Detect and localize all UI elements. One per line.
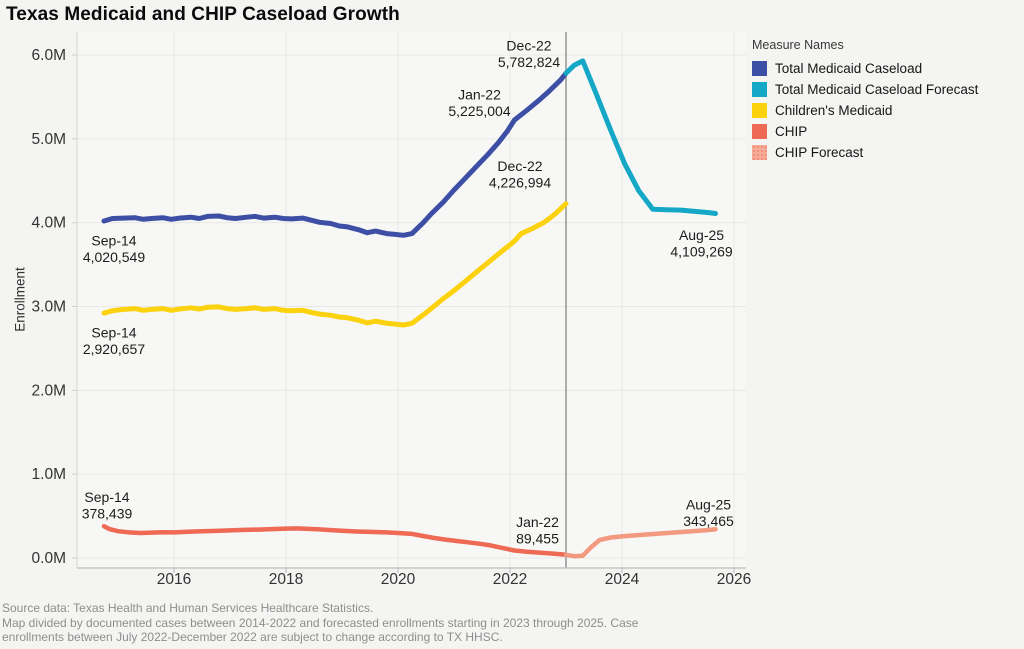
- series-line-children-s-medicaid[interactable]: [101, 201, 569, 328]
- series-line-chip[interactable]: [101, 524, 569, 558]
- legend-swatch-icon: [752, 145, 767, 160]
- legend-item-label: CHIP: [775, 124, 808, 139]
- legend-swatch-icon: [752, 103, 767, 118]
- annotation-value: 4,109,269: [670, 244, 732, 260]
- legend: Measure Names Total Medicaid Caseload Tot…: [752, 38, 978, 163]
- x-tick-label: 2016: [157, 571, 191, 588]
- annotation-value: 89,455: [516, 531, 559, 547]
- annotation-date: Dec-22: [506, 38, 551, 54]
- legend-item-total-medicaid-caseload[interactable]: Total Medicaid Caseload: [752, 58, 978, 79]
- series-line-total-medicaid-caseload-forecast[interactable]: [563, 58, 718, 216]
- series-line-total-medicaid-caseload[interactable]: [101, 70, 569, 238]
- x-tick-label: 2018: [269, 571, 303, 588]
- legend-items: Total Medicaid Caseload Total Medicaid Ca…: [752, 58, 978, 163]
- annotation-value: 5,782,824: [498, 54, 560, 70]
- y-tick-label: 1.0M: [32, 466, 66, 483]
- source-note-line: Source data: Texas Health and Human Serv…: [2, 601, 374, 615]
- annotation-date: Sep-14: [91, 325, 136, 341]
- annotation-value: 378,439: [82, 505, 133, 521]
- legend-swatch-icon: [752, 61, 767, 76]
- legend-swatch-icon: [752, 82, 767, 97]
- annotation-date: Sep-14: [91, 233, 136, 249]
- plot-background: [77, 32, 746, 568]
- x-tick-label: 2026: [717, 571, 751, 588]
- legend-item-chip[interactable]: CHIP: [752, 121, 978, 142]
- y-tick-label: 4.0M: [32, 215, 66, 232]
- source-note: Source data: Texas Health and Human Serv…: [2, 601, 638, 645]
- annotation-date: Dec-22: [497, 158, 542, 174]
- y-tick-label: 6.0M: [32, 47, 66, 64]
- x-tick-label: 2022: [493, 571, 527, 588]
- annotation-value: 343,465: [683, 513, 734, 529]
- legend-item-label: Children's Medicaid: [775, 103, 893, 118]
- annotation-date: Sep-14: [84, 489, 129, 505]
- series-line-chip-forecast[interactable]: [563, 526, 718, 559]
- legend-item-label: Total Medicaid Caseload Forecast: [775, 82, 979, 97]
- y-tick-label: 0.0M: [32, 550, 66, 567]
- legend-item-label: Total Medicaid Caseload: [775, 61, 923, 76]
- annotation-date: Jan-22: [458, 86, 501, 102]
- legend-item-total-medicaid-caseload-forecast[interactable]: Total Medicaid Caseload Forecast: [752, 79, 978, 100]
- annotation-date: Jan-22: [516, 514, 559, 530]
- annotation-value: 5,225,004: [448, 103, 510, 119]
- source-note-line: Map divided by documented cases between …: [2, 615, 639, 630]
- legend-item-label: CHIP Forecast: [775, 145, 864, 160]
- x-tick-label: 2024: [605, 571, 640, 588]
- chart-title: Texas Medicaid and CHIP Caseload Growth: [6, 4, 400, 25]
- legend-item-chip-forecast[interactable]: CHIP Forecast: [752, 142, 978, 163]
- annotation-value: 4,226,994: [489, 175, 551, 191]
- x-tick-label: 2020: [381, 571, 416, 588]
- annotation-value: 4,020,549: [83, 249, 145, 265]
- y-tick-label: 3.0M: [32, 299, 66, 316]
- legend-swatch-icon: [752, 124, 767, 139]
- legend-title: Measure Names: [752, 38, 844, 52]
- y-tick-label: 2.0M: [32, 382, 66, 399]
- y-tick-label: 5.0M: [32, 131, 66, 148]
- y-axis-title: Enrollment: [12, 267, 28, 332]
- legend-item-children-s-medicaid[interactable]: Children's Medicaid: [752, 100, 978, 121]
- annotation-date: Aug-25: [686, 497, 731, 513]
- annotation-value: 2,920,657: [83, 341, 145, 357]
- source-note-line: enrollments between July 2022-December 2…: [2, 630, 503, 645]
- annotation-date: Aug-25: [679, 227, 724, 243]
